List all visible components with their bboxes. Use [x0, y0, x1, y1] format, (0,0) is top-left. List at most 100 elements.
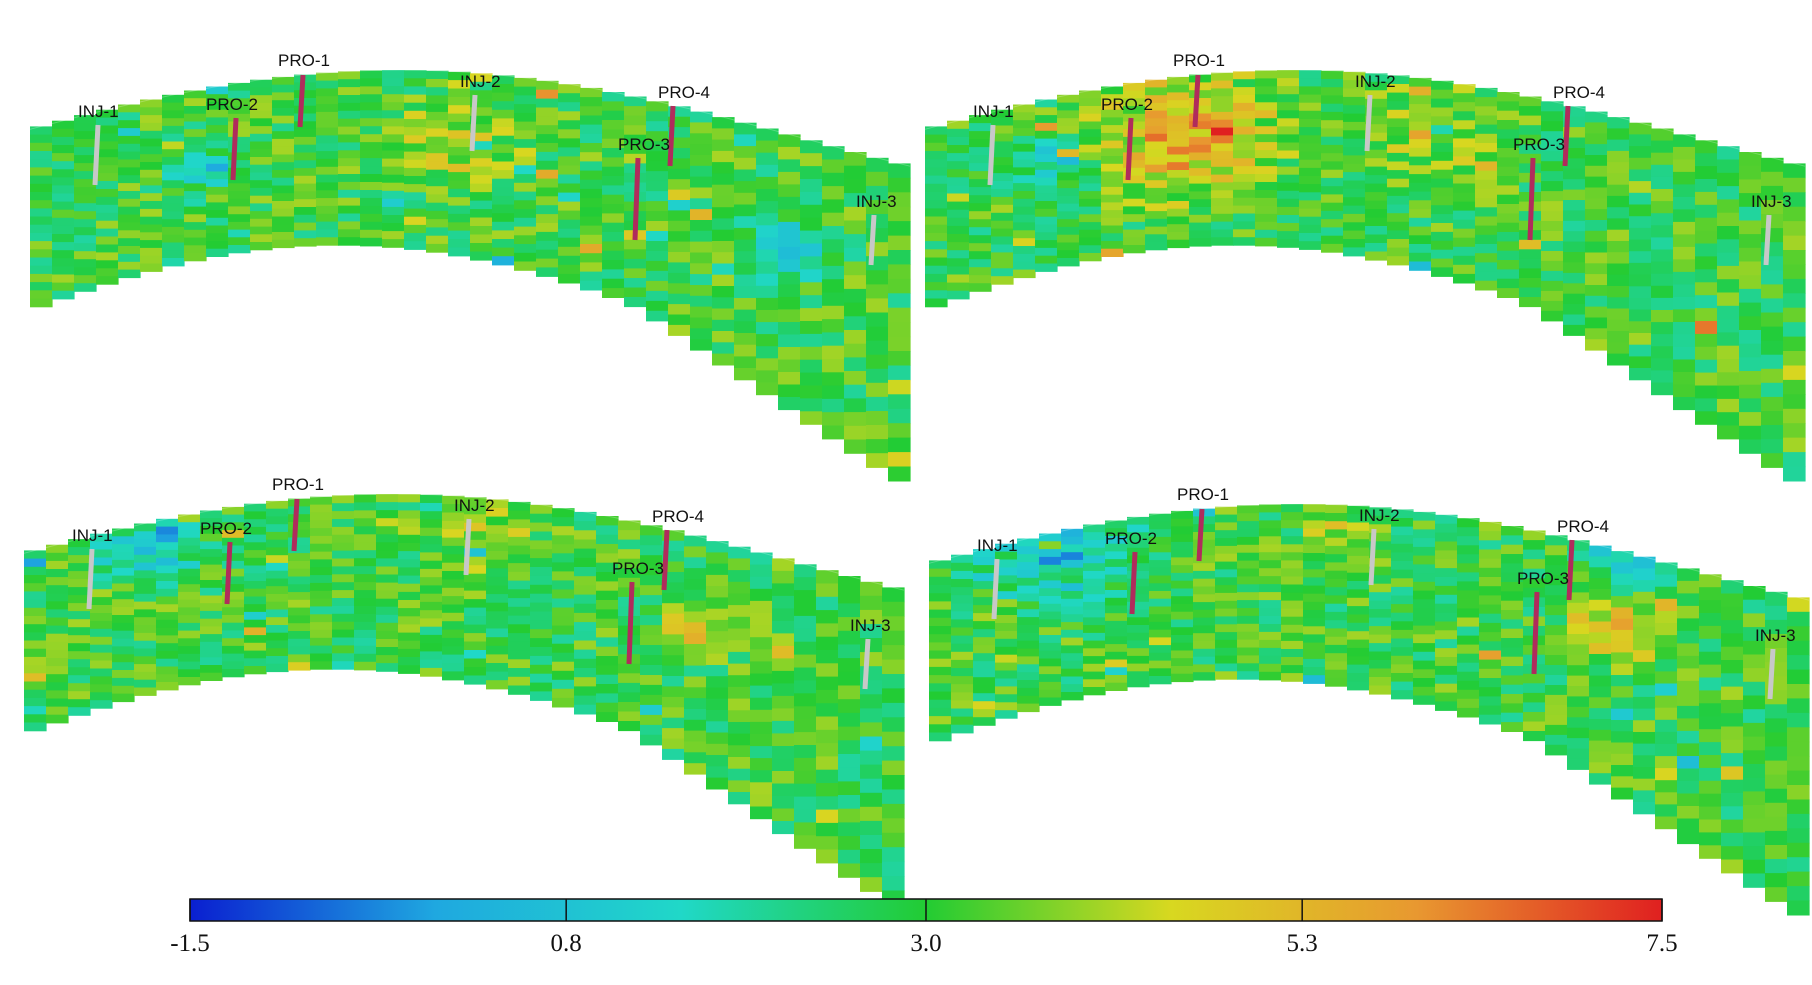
grid-cell: [1585, 252, 1608, 264]
grid-cell: [772, 670, 795, 684]
grid-cell: [947, 234, 970, 243]
grid-cell: [860, 708, 883, 724]
grid-cell: [1255, 221, 1278, 231]
grid-cell: [442, 637, 465, 647]
grid-cell: [1435, 603, 1458, 614]
grid-cell: [888, 408, 911, 424]
grid-cell: [1699, 806, 1722, 821]
grid-cell: [1457, 644, 1480, 655]
grid-cell: [1259, 600, 1282, 609]
grid-cell: [1057, 195, 1080, 205]
grid-cell: [684, 719, 707, 732]
grid-cell: [1127, 516, 1150, 526]
grid-cell: [1413, 686, 1436, 697]
grid-cell: [728, 792, 751, 805]
grid-cell: [1501, 703, 1524, 714]
grid-cell: [448, 155, 471, 165]
grid-cell: [596, 628, 619, 638]
grid-cell: [1629, 368, 1652, 381]
well-pro-4: PRO-4: [1553, 83, 1605, 167]
well-label: PRO-3: [618, 135, 670, 154]
grid-cell: [74, 259, 97, 268]
grid-cell: [222, 506, 245, 516]
grid-cell: [1149, 606, 1172, 615]
grid-cell: [206, 102, 229, 111]
grid-cell: [162, 180, 185, 189]
grid-cell: [1035, 138, 1058, 147]
grid-cell: [1717, 252, 1740, 267]
grid-cell: [338, 110, 361, 120]
grid-cell: [316, 135, 339, 144]
grid-cell: [1211, 119, 1234, 129]
grid-cell: [1431, 205, 1454, 215]
grid-cell: [1677, 806, 1700, 820]
grid-cell: [1017, 664, 1040, 673]
grid-cell: [778, 296, 801, 310]
grid-cell: [184, 183, 207, 192]
colorbar-tick-label: 3.0: [910, 930, 941, 957]
grid-cell: [1255, 94, 1278, 103]
grid-cell: [1039, 588, 1062, 597]
grid-cell: [844, 261, 867, 276]
grid-cell: [1215, 561, 1238, 570]
grid-cell: [1061, 660, 1084, 670]
grid-cell: [206, 109, 229, 118]
grid-cell: [1325, 570, 1348, 580]
grid-cell: [332, 519, 355, 528]
grid-cell: [558, 183, 581, 194]
grid-cell: [882, 674, 905, 689]
grid-cell: [646, 111, 669, 122]
grid-cell: [750, 697, 773, 711]
grid-cell: [1321, 144, 1344, 154]
grid-cell: [244, 542, 267, 551]
grid-cell: [1457, 626, 1480, 637]
grid-cell: [1391, 655, 1414, 665]
grid-cell: [1633, 708, 1656, 721]
grid-cell: [1783, 365, 1806, 381]
grid-cell: [1387, 178, 1410, 188]
grid-cell: [1255, 174, 1278, 183]
grid-cell: [973, 661, 996, 670]
grid-cell: [662, 572, 685, 583]
grid-cell: [1299, 208, 1322, 218]
grid-cell: [1545, 595, 1568, 606]
grid-cell: [68, 683, 91, 692]
grid-cell: [1259, 520, 1282, 529]
grid-cell: [492, 161, 515, 171]
grid-cell: [376, 630, 399, 640]
grid-cell: [951, 595, 974, 604]
grid-cell: [624, 268, 647, 279]
grid-cell: [1413, 564, 1436, 574]
grid-cell: [973, 613, 996, 622]
grid-cell: [1167, 115, 1190, 125]
grid-cell: [1255, 126, 1278, 135]
grid-cell: [574, 576, 597, 586]
grid-cell: [1787, 640, 1810, 656]
grid-cell: [1145, 157, 1168, 166]
grid-cell: [1765, 760, 1788, 776]
grid-cell: [1519, 297, 1542, 308]
grid-cell: [1563, 127, 1586, 139]
grid-cell: [1431, 240, 1454, 251]
grid-cell: [816, 689, 839, 704]
grid-cell: [1655, 768, 1678, 781]
grid-cell: [866, 425, 889, 440]
grid-cell: [995, 615, 1018, 624]
grid-cell: [1567, 540, 1590, 552]
grid-cell: [1303, 634, 1326, 644]
grid-cell: [1343, 138, 1366, 148]
grid-cell: [756, 225, 779, 238]
grid-cell: [1369, 583, 1392, 593]
grid-cell: [426, 128, 449, 138]
grid-cell: [1035, 247, 1058, 257]
grid-cell: [756, 201, 779, 214]
grid-cell: [1061, 552, 1084, 561]
grid-cell: [602, 148, 625, 158]
well-pro-1: PRO-1: [1173, 51, 1225, 128]
grid-cell: [118, 222, 141, 231]
grid-cell: [1453, 273, 1476, 284]
grid-cell: [991, 181, 1014, 190]
grid-cell: [222, 615, 245, 624]
grid-cell: [1171, 611, 1194, 621]
